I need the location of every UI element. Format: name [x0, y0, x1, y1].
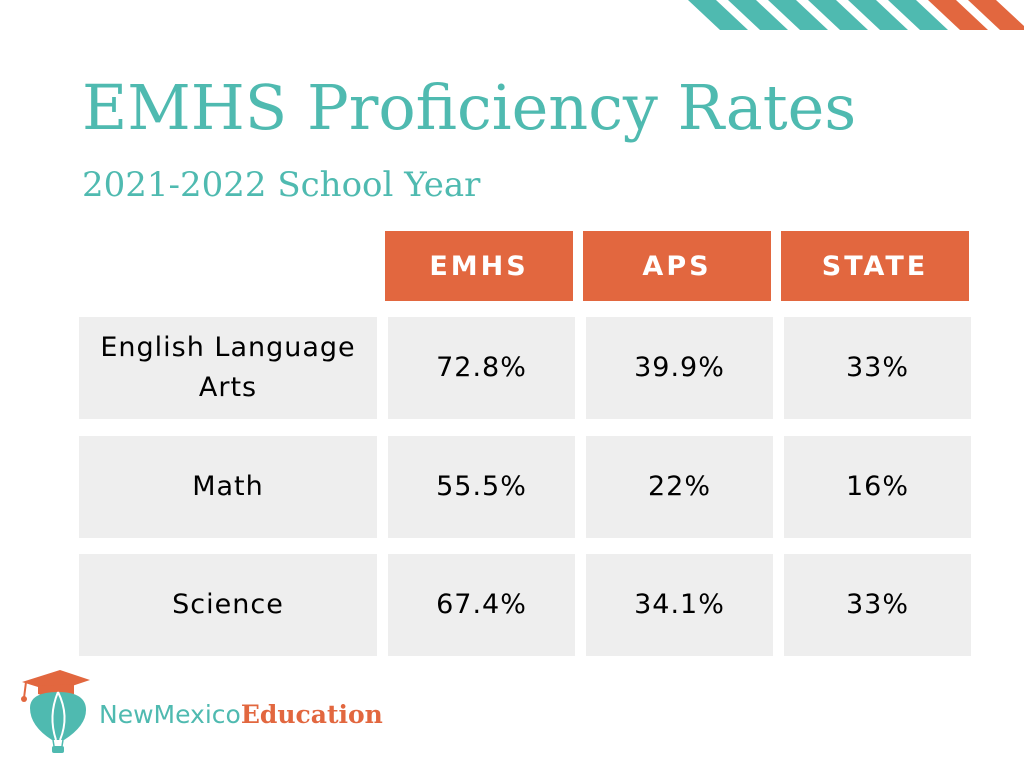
row-label-math: Math: [79, 436, 377, 538]
row-label-ela: English Language Arts: [79, 317, 377, 419]
page-title: EMHS Proficiency Rates: [82, 71, 857, 144]
cell-math-state: 16%: [784, 436, 971, 538]
brand-name-part2: Education: [240, 700, 383, 729]
cell-ela-emhs: 72.8%: [388, 317, 575, 419]
graduation-cap-balloon-icon: [21, 670, 90, 753]
header-aps: APS: [583, 231, 771, 301]
brand-name-part1: NewMexico: [99, 700, 241, 729]
cell-science-state: 33%: [784, 554, 971, 656]
cell-math-emhs: 55.5%: [388, 436, 575, 538]
decorative-stripes: [688, 0, 1024, 30]
row-label-science: Science: [79, 554, 377, 656]
cell-math-aps: 22%: [586, 436, 773, 538]
stripe-group: [688, 0, 948, 30]
cell-ela-aps: 39.9%: [586, 317, 773, 419]
brand-name: NewMexicoEducation: [99, 700, 383, 730]
header-state: STATE: [781, 231, 969, 301]
header-emhs: EMHS: [385, 231, 573, 301]
cell-science-aps: 34.1%: [586, 554, 773, 656]
page-subtitle: 2021-2022 School Year: [82, 165, 481, 205]
cell-science-emhs: 67.4%: [388, 554, 575, 656]
cell-ela-state: 33%: [784, 317, 971, 419]
